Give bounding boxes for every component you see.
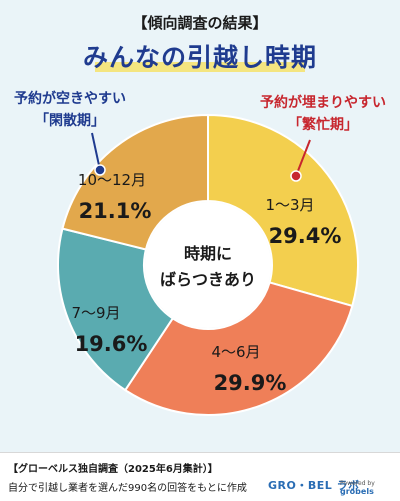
donut-center-label: ばらつきあり bbox=[160, 270, 256, 289]
brand-powered-by: Powered by grobels bbox=[340, 480, 400, 496]
callout-busy-season: 予約が埋まりやすい 「繁忙期」 bbox=[260, 92, 386, 136]
donut-slice bbox=[123, 281, 354, 416]
slice-value-label: 29.4% bbox=[269, 224, 342, 248]
donut-chart: 1〜3月 29.4% 4〜6月 29.9% 7〜9月 19.6% 10〜12月 21.1% 時期… bbox=[57, 113, 359, 416]
callout-off-season: 予約が空きやすい 「閑散期」 bbox=[14, 88, 126, 132]
brand-logo: GRO・BEL ラボ bbox=[268, 479, 360, 492]
slice-value-label: 19.6% bbox=[75, 332, 148, 356]
slice-label: 4〜6月 bbox=[211, 343, 260, 361]
footer: 【グローベルス独自調査（2025年6月集計）】 自分で引越し業者を選んだ990名… bbox=[0, 452, 400, 501]
page-title: みんなの引越し時期 bbox=[0, 38, 400, 74]
slice-value-label: 21.1% bbox=[79, 199, 152, 223]
brand-powered-name: grobels bbox=[340, 487, 374, 496]
slice-label: 7〜9月 bbox=[71, 304, 120, 322]
slice-label: 10〜12月 bbox=[78, 171, 146, 189]
donut-slice bbox=[207, 113, 359, 308]
donut-slice bbox=[61, 113, 209, 251]
infographic-card: 【傾向調査の結果】 みんなの引越し時期 予約が空きやすい 「閑散期」 予約が埋ま… bbox=[0, 14, 400, 416]
header-subtitle: 【傾向調査の結果】 bbox=[132, 14, 268, 32]
title-highlight bbox=[95, 62, 305, 72]
callout-busy-season-line1: 予約が埋まりやすい bbox=[260, 95, 386, 111]
callout-off-season-line1: 予約が空きやすい bbox=[14, 91, 126, 107]
callout-busy-season-pointer-dot bbox=[290, 170, 302, 182]
donut-center-label: 時期に bbox=[184, 244, 232, 263]
donut-slice bbox=[57, 227, 175, 392]
callout-off-season-pointer bbox=[91, 132, 101, 171]
callout-off-season-pointer-dot bbox=[94, 164, 106, 176]
page-title-text: みんなの引越し時期 bbox=[82, 43, 317, 72]
callout-busy-season-pointer bbox=[295, 139, 311, 177]
footer-note: 自分で引越し業者を選んだ990名の回答をもとに作成 bbox=[8, 483, 247, 494]
slice-value-label: 29.9% bbox=[214, 371, 287, 395]
donut-center bbox=[145, 202, 271, 328]
brand-powered-prefix: Powered by bbox=[340, 480, 375, 487]
callout-busy-season-line2: 「繁忙期」 bbox=[288, 117, 358, 133]
slice-label: 1〜3月 bbox=[265, 196, 314, 214]
footer-source: 【グローベルス独自調査（2025年6月集計）】 bbox=[8, 464, 218, 475]
callout-off-season-line2: 「閑散期」 bbox=[35, 113, 105, 129]
